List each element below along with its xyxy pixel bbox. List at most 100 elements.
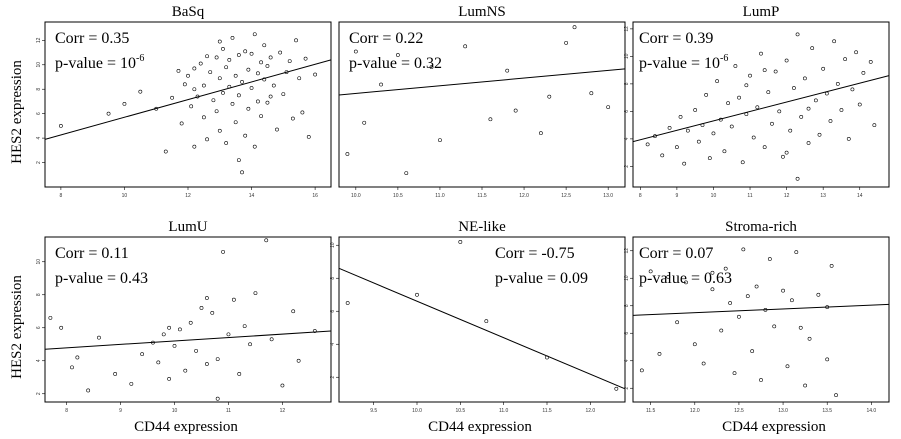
data-point: [799, 114, 804, 119]
y-tick-label: 2: [36, 392, 42, 395]
data-point: [240, 79, 244, 84]
data-point: [748, 73, 752, 78]
y-tick-label: 4: [36, 137, 42, 140]
x-tick-label: 14: [249, 193, 255, 199]
y-tick-label: 6: [36, 112, 42, 115]
y-tick-label: 2: [624, 387, 630, 390]
data-point: [828, 119, 833, 123]
data-point: [140, 352, 145, 357]
y-tick-label: 12: [36, 37, 42, 43]
data-point: [807, 336, 812, 341]
x-tick-label: 9: [675, 193, 678, 199]
data-point: [846, 136, 851, 141]
data-point: [236, 158, 241, 163]
x-tick-label: 11.0: [499, 408, 509, 414]
data-point: [784, 58, 789, 63]
data-point: [242, 324, 247, 329]
data-point: [766, 90, 771, 95]
data-point: [362, 120, 367, 125]
data-point: [784, 150, 789, 155]
x-tick-label: 12: [185, 193, 191, 199]
data-point: [429, 65, 434, 70]
data-point: [834, 393, 838, 398]
data-point: [785, 364, 790, 369]
data-point: [243, 49, 248, 54]
data-point: [215, 357, 220, 362]
x-tick-label: 12: [280, 408, 286, 414]
data-point: [763, 307, 768, 312]
data-point: [682, 161, 687, 166]
data-point: [438, 138, 442, 143]
data-point: [728, 301, 733, 305]
data-point: [224, 65, 229, 70]
data-point: [810, 46, 815, 51]
data-point: [280, 383, 285, 388]
data-point: [227, 84, 232, 89]
x-tick-label: 10.0: [351, 193, 361, 199]
data-point: [825, 305, 830, 310]
y-tick-label: 6: [36, 326, 42, 329]
panel-title: LumNS: [458, 4, 506, 20]
y-axis-label-top: HES2 expression: [9, 60, 25, 164]
data-point: [249, 86, 254, 90]
x-tick-label: 12.0: [585, 408, 595, 414]
corr-label: Corr = 0.39: [639, 30, 713, 47]
data-point: [345, 152, 350, 156]
data-point: [215, 396, 220, 401]
x-tick-label: 14: [857, 193, 863, 199]
data-point: [857, 102, 862, 107]
data-point: [214, 109, 219, 114]
data-point: [379, 82, 383, 87]
data-point: [294, 38, 298, 43]
panel-title: LumU: [168, 219, 207, 235]
corr-label: Corr = 0.35: [55, 30, 129, 47]
data-point: [718, 117, 723, 122]
data-point: [113, 372, 118, 376]
data-point: [205, 137, 209, 142]
data-point: [221, 46, 225, 51]
data-point: [312, 329, 317, 333]
data-point: [645, 142, 650, 147]
x-axis-label-left: CD44 expression: [134, 419, 238, 435]
data-point: [395, 53, 400, 57]
x-tick-label: 16: [312, 193, 318, 199]
data-point: [253, 291, 258, 296]
x-tick-label: 11: [747, 193, 752, 199]
data-point: [230, 101, 235, 106]
data-point: [710, 287, 715, 292]
data-point: [262, 77, 267, 82]
data-point: [291, 309, 296, 314]
data-point: [667, 125, 672, 130]
data-point: [759, 378, 763, 382]
corr-label: Corr = 0.11: [55, 245, 129, 262]
data-point: [353, 49, 358, 54]
data-point: [767, 257, 772, 261]
data-point: [221, 90, 225, 95]
panel-stroma-rich: Stroma-rich Corr = 0.07 p-value = 0.63 11.5…: [624, 219, 890, 414]
data-point: [821, 66, 826, 71]
data-point: [684, 280, 688, 285]
data-point: [287, 59, 292, 64]
data-point: [182, 82, 187, 87]
data-point: [172, 343, 177, 348]
data-point: [231, 297, 236, 302]
data-point: [781, 288, 785, 293]
data-point: [488, 117, 493, 122]
data-point: [854, 50, 858, 55]
data-point: [217, 39, 222, 44]
data-point: [762, 145, 767, 150]
data-point: [704, 92, 709, 97]
data-point: [657, 351, 662, 356]
data-point: [176, 68, 181, 73]
data-point: [710, 270, 715, 275]
data-point: [170, 95, 175, 100]
pvalue-label: p-value = 10-6: [639, 53, 728, 72]
data-point: [824, 91, 829, 96]
pvalue-label: p-value = 0.63: [639, 270, 732, 287]
data-point: [648, 269, 653, 274]
data-point: [214, 55, 219, 60]
data-point: [861, 70, 866, 75]
data-point: [167, 325, 172, 330]
data-point: [666, 274, 671, 279]
x-tick-label: 8: [65, 408, 68, 414]
